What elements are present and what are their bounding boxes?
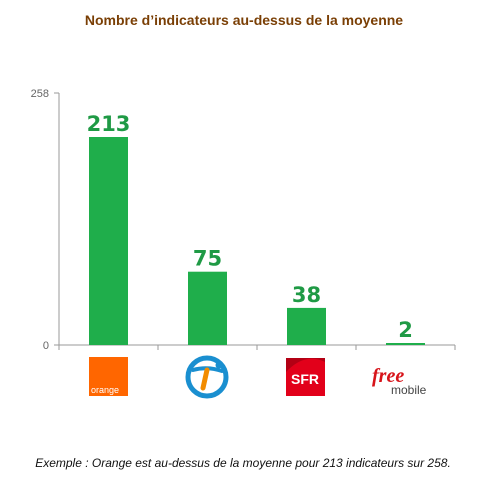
bar-SFR [287, 307, 326, 345]
bar-value-label: 75 [193, 247, 222, 271]
bar-value-label: 213 [87, 112, 131, 136]
bar-value-label: 2 [398, 318, 413, 342]
free-mobile-logo: free mobile [372, 365, 427, 397]
bar-bouygues [188, 271, 227, 345]
sfr-logo-text: SFR [291, 371, 319, 387]
free-logo-subtext: mobile [391, 383, 427, 397]
sfr-logo: SFR [286, 358, 325, 396]
y-tick-label-min: 0 [43, 340, 49, 352]
orange-logo: orange [89, 357, 128, 396]
sfr-logo-swoosh [286, 358, 325, 372]
orange-logo-text: orange [91, 385, 119, 395]
orange-logo-square [89, 357, 128, 396]
bars-group: 213 75 38 2 [87, 112, 425, 345]
bouygues-logo-head [215, 361, 223, 369]
free-logo-text: free [372, 365, 404, 387]
bar-free-mobile [386, 343, 425, 345]
bar-value-label: 38 [292, 283, 321, 307]
bouygues-telecom-logo [185, 355, 229, 399]
bouygues-logo-body [200, 367, 210, 391]
bouygues-logo-ring [185, 355, 229, 399]
chart-caption: Exemple : Orange est au-dessus de la moy… [35, 456, 451, 470]
chart-title: Nombre d’indicateurs au-dessus de la moy… [85, 12, 403, 28]
y-tick-label-max: 258 [31, 88, 49, 100]
bar-orange [89, 137, 128, 345]
